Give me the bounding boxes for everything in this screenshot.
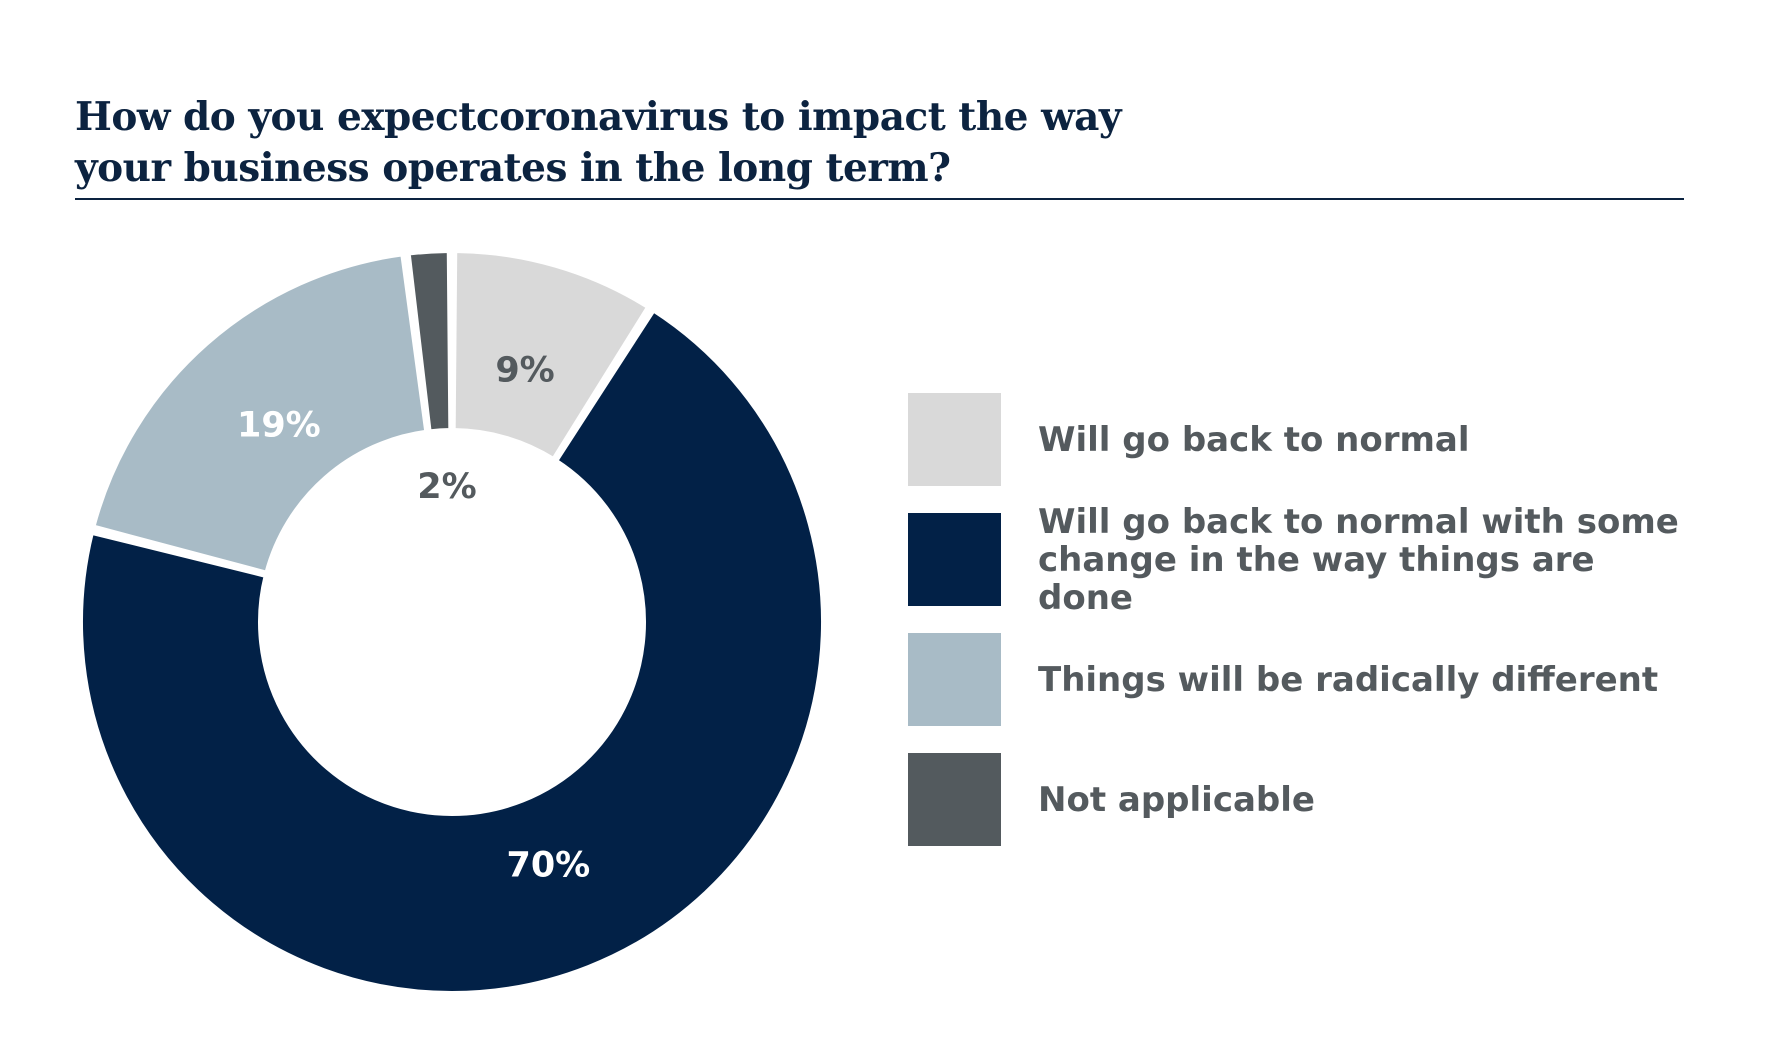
chart-title-line-1: How do you expectcoronavirus to impact t… <box>75 94 1122 140</box>
legend-label-line: change in the way things are done <box>1038 540 1595 618</box>
legend-label: Will go back to normal <box>1038 421 1698 459</box>
chart-title-line-2: your business operates in the long term? <box>75 145 951 191</box>
donut-slice <box>406 248 453 434</box>
legend-label-line: Not applicable <box>1038 780 1315 820</box>
legend-swatch <box>908 393 1001 486</box>
legend-swatch <box>908 633 1001 726</box>
title-divider <box>75 198 1684 200</box>
slice-value-label: 2% <box>417 467 476 507</box>
slice-value-label: 70% <box>506 845 590 885</box>
legend-swatch <box>908 753 1001 846</box>
legend-label-line: Will go back to normal with some <box>1038 502 1679 542</box>
donut-slice <box>91 252 429 576</box>
donut-slices <box>79 248 825 995</box>
legend-item-back-to-normal: Will go back to normal <box>908 393 1708 487</box>
legend-item-normal-with-change: Will go back to normal with some change … <box>908 503 1708 617</box>
legend-item-radically-different: Things will be radically different <box>908 633 1708 727</box>
legend-label: Will go back to normal with some change … <box>1038 503 1698 617</box>
chart-title: How do you expectcoronavirus to impact t… <box>75 92 1395 194</box>
legend-label: Not applicable <box>1038 781 1698 819</box>
legend-label-line: Things will be radically different <box>1038 660 1659 700</box>
legend-swatch <box>908 513 1001 606</box>
donut-slice-labels: 9% 70% 19% 2% <box>237 351 590 886</box>
slice-value-label: 19% <box>237 406 321 446</box>
legend-label: Things will be radically different <box>1038 661 1698 699</box>
legend-item-not-applicable: Not applicable <box>908 753 1708 847</box>
legend-label-line: Will go back to normal <box>1038 420 1470 460</box>
slice-value-label: 9% <box>495 351 554 391</box>
donut-slice <box>451 248 651 462</box>
donut-slice <box>79 307 825 995</box>
